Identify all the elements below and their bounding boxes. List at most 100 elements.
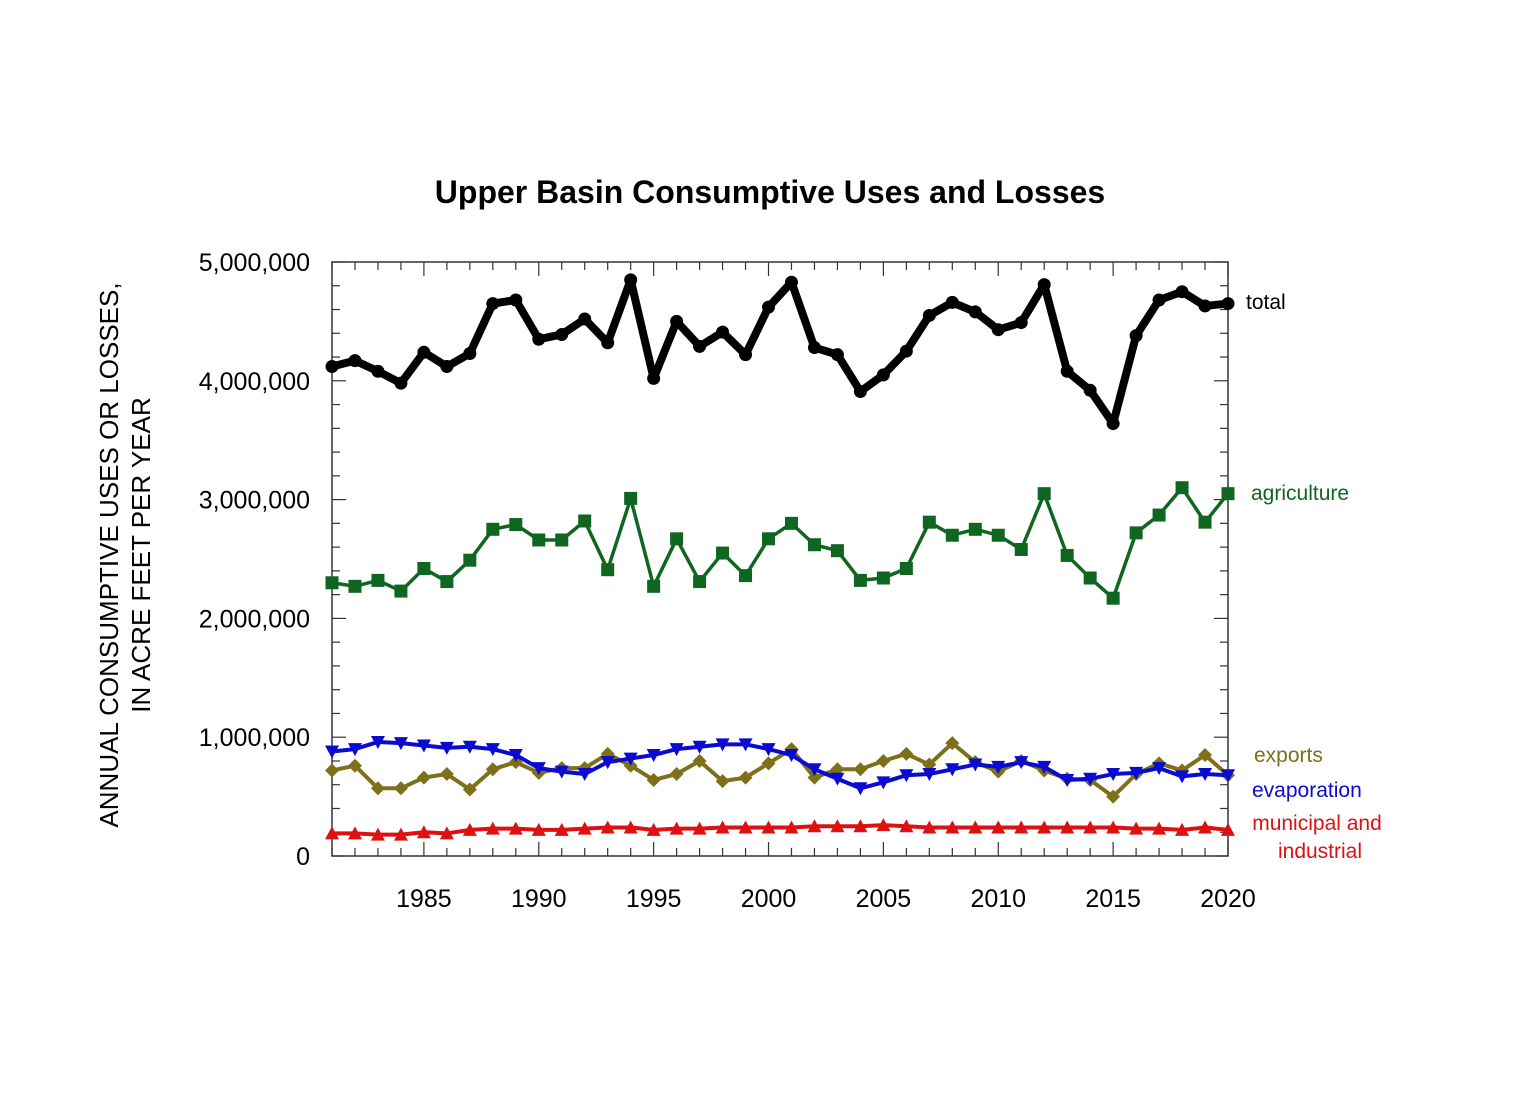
data-point-agriculture: [371, 573, 385, 587]
data-point-exports: [393, 781, 408, 796]
y-tick-label: 5,000,000: [199, 249, 310, 277]
data-point-agriculture: [325, 576, 339, 590]
data-point-municipal-and-industrial: [508, 821, 523, 835]
data-point-total: [624, 273, 638, 287]
data-point-evaporation: [577, 768, 592, 782]
data-point-evaporation: [738, 738, 753, 752]
data-point-municipal-and-industrial: [1037, 820, 1052, 834]
data-point-evaporation: [646, 749, 661, 763]
data-point-exports: [485, 762, 500, 777]
data-point-municipal-and-industrial: [347, 826, 362, 840]
data-point-exports: [830, 762, 845, 777]
data-point-evaporation: [325, 745, 339, 759]
data-point-total: [670, 314, 684, 328]
data-point-total: [716, 325, 730, 339]
data-point-exports: [1106, 789, 1121, 804]
data-point-municipal-and-industrial: [761, 820, 776, 834]
data-point-agriculture: [624, 491, 638, 505]
data-point-evaporation: [1060, 773, 1075, 787]
data-point-total: [1106, 417, 1120, 431]
data-point-municipal-and-industrial: [899, 819, 914, 833]
data-point-total: [532, 332, 546, 346]
legend-evaporation: evaporation: [1252, 779, 1362, 802]
data-point-evaporation: [968, 758, 983, 772]
data-point-municipal-and-industrial: [393, 827, 408, 841]
data-point-agriculture: [509, 518, 523, 532]
data-point-evaporation: [807, 763, 822, 777]
data-point-evaporation: [784, 749, 799, 763]
data-point-municipal-and-industrial: [325, 826, 339, 840]
data-point-evaporation: [899, 769, 914, 783]
data-point-exports: [876, 753, 891, 768]
data-point-municipal-and-industrial: [646, 822, 661, 836]
data-point-total: [647, 371, 661, 385]
data-point-exports: [807, 770, 822, 785]
x-tick-label: 2015: [1085, 885, 1141, 913]
data-point-municipal-and-industrial: [715, 820, 730, 834]
data-point-agriculture: [693, 575, 707, 589]
data-point-municipal-and-industrial: [531, 822, 546, 836]
data-point-municipal-and-industrial: [1014, 820, 1029, 834]
data-point-agriculture: [876, 571, 890, 585]
data-point-agriculture: [853, 573, 867, 587]
data-point-evaporation: [669, 743, 684, 757]
data-point-agriculture: [440, 575, 454, 589]
y-tick-label: 4,000,000: [199, 368, 310, 396]
data-point-agriculture: [394, 584, 408, 598]
data-point-municipal-and-industrial: [1129, 821, 1144, 835]
data-point-total: [807, 341, 821, 355]
data-point-evaporation: [1129, 766, 1144, 780]
y-tick-label: 2,000,000: [199, 605, 310, 633]
data-point-evaporation: [1083, 772, 1098, 786]
data-point-evaporation: [945, 763, 960, 777]
data-point-total: [1014, 316, 1028, 330]
data-point-evaporation: [1106, 768, 1121, 782]
data-point-total: [348, 354, 362, 368]
data-point-agriculture: [670, 532, 684, 546]
data-point-evaporation: [439, 741, 454, 755]
data-point-exports: [646, 772, 661, 787]
data-point-total: [739, 348, 753, 362]
data-point-exports: [1198, 748, 1213, 763]
x-tick-label: 2000: [741, 885, 797, 913]
data-point-municipal-and-industrial: [485, 821, 500, 835]
data-point-total: [463, 346, 477, 360]
data-point-agriculture: [991, 528, 1005, 542]
data-point-evaporation: [347, 743, 362, 757]
data-point-municipal-and-industrial: [830, 819, 845, 833]
data-point-total: [1198, 299, 1212, 313]
series-municipal-and-industrial: [325, 818, 1235, 841]
data-point-evaporation: [508, 749, 523, 763]
series-line-total: [330, 275, 1229, 428]
data-point-agriculture: [784, 516, 798, 530]
data-point-municipal-and-industrial: [968, 820, 983, 834]
data-point-agriculture: [348, 579, 362, 593]
data-point-evaporation: [623, 752, 638, 766]
data-point-agriculture: [968, 522, 982, 536]
data-point-total: [784, 275, 798, 289]
data-point-total: [371, 364, 385, 378]
data-point-total: [1129, 329, 1143, 343]
data-point-total: [325, 360, 339, 374]
data-point-agriculture: [578, 514, 592, 528]
data-point-evaporation: [531, 762, 546, 776]
data-point-municipal-and-industrial: [1152, 821, 1167, 835]
data-point-exports: [853, 762, 868, 777]
data-point-evaporation: [1014, 756, 1029, 770]
data-point-exports: [922, 757, 937, 772]
data-point-municipal-and-industrial: [439, 826, 454, 840]
data-point-municipal-and-industrial: [1198, 820, 1213, 834]
data-point-municipal-and-industrial: [370, 827, 385, 841]
data-point-total: [693, 339, 707, 353]
data-point-total: [876, 368, 890, 382]
data-point-total: [578, 312, 592, 326]
x-tick-label: 1985: [396, 885, 452, 913]
data-point-total: [601, 336, 615, 350]
data-point-total: [853, 384, 867, 398]
data-point-municipal-and-industrial: [600, 820, 615, 834]
data-point-agriculture: [922, 515, 936, 529]
data-point-exports: [715, 774, 730, 789]
data-point-municipal-and-industrial: [853, 819, 868, 833]
series-evaporation: [325, 735, 1235, 796]
